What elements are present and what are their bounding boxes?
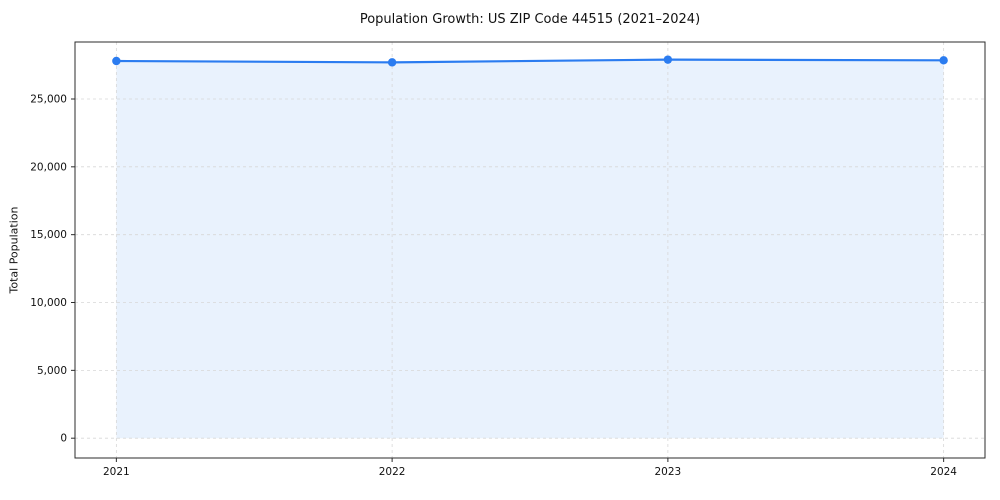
data-point-2022 xyxy=(387,58,397,67)
chart-title: Population Growth: US ZIP Code 44515 (20… xyxy=(359,12,701,27)
y-tick-label: 15,000 xyxy=(30,229,67,241)
x-tick-label: 2021 xyxy=(103,466,130,478)
data-point-2023 xyxy=(663,55,673,64)
x-tick-label: 2022 xyxy=(379,466,406,478)
y-tick-label: 0 xyxy=(60,433,67,445)
y-tick-label: 25,000 xyxy=(30,93,67,105)
data-point-2021 xyxy=(112,56,121,66)
x-tick-label: 2023 xyxy=(655,466,682,478)
population-line xyxy=(115,58,945,64)
y-tick-label: 20,000 xyxy=(30,161,67,173)
y-tick-label: 10,000 xyxy=(30,297,67,309)
data-point-2024 xyxy=(939,56,948,65)
y-tick-label: 5,000 xyxy=(37,365,67,377)
plot-border xyxy=(74,41,986,459)
x-tick-label: 2024 xyxy=(930,466,957,478)
area-fill xyxy=(116,59,944,439)
